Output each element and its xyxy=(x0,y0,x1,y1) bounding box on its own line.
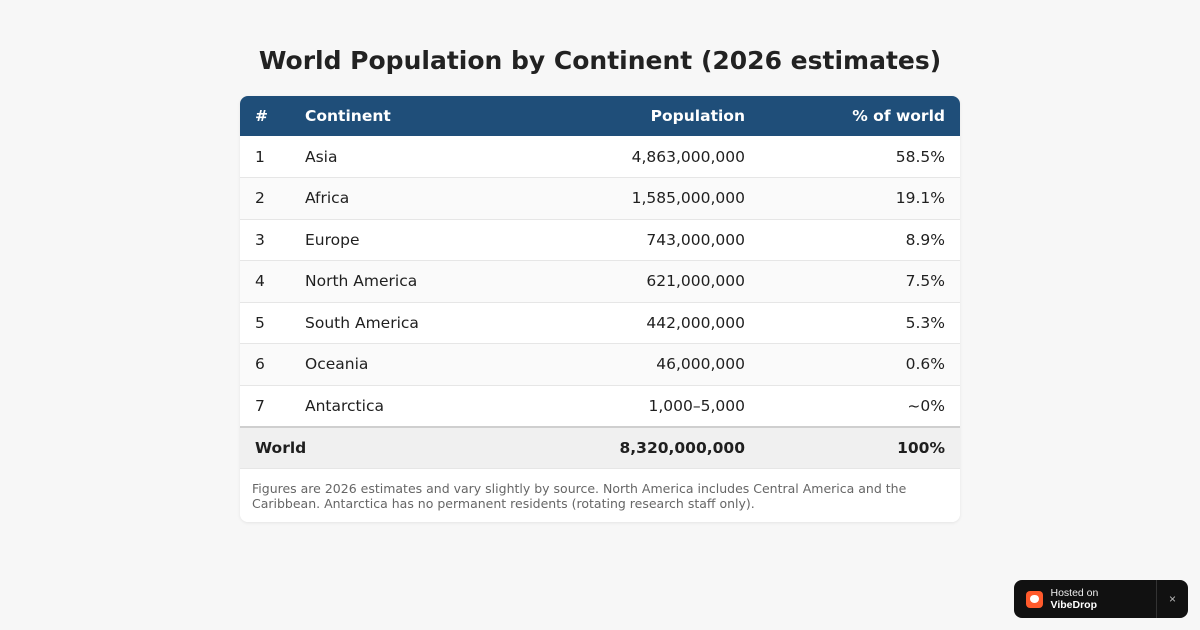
total-population: 8,320,000,000 xyxy=(555,425,760,469)
cell-percent: ~0% xyxy=(760,385,960,427)
page-title: World Population by Continent (2026 esti… xyxy=(258,46,942,75)
table-row: 2 Africa 1,585,000,000 19.1% xyxy=(240,177,960,220)
cell-continent: Europe xyxy=(305,219,555,261)
cell-population: 1,585,000,000 xyxy=(555,177,760,220)
cell-population: 743,000,000 xyxy=(555,219,760,261)
vibedrop-logo-icon xyxy=(1026,590,1043,608)
total-label: World xyxy=(240,425,555,469)
header-row: # Continent Population % of world xyxy=(240,96,960,136)
cell-rank: 2 xyxy=(240,177,305,220)
table-footer: World 8,320,000,000 100% xyxy=(240,425,960,469)
cell-continent: Asia xyxy=(305,136,555,178)
cell-percent: 58.5% xyxy=(760,136,960,178)
cell-rank: 4 xyxy=(240,260,305,303)
badge-prefix: Hosted on xyxy=(1050,587,1099,599)
table-row: 5 South America 442,000,000 5.3% xyxy=(240,302,960,344)
cell-continent: South America xyxy=(305,302,555,344)
header-rank: # xyxy=(255,107,268,125)
total-row: World 8,320,000,000 100% xyxy=(240,425,960,469)
cell-percent: 8.9% xyxy=(760,219,960,261)
cell-rank: 1 xyxy=(240,136,305,178)
table-footnote: Figures are 2026 estimates and vary slig… xyxy=(240,468,960,522)
cell-rank: 7 xyxy=(240,385,305,427)
population-table-card: # Continent Population % of world 1 Asia… xyxy=(240,96,960,522)
table-row: 1 Asia 4,863,000,000 58.5% xyxy=(240,136,960,178)
cell-continent: Africa xyxy=(305,177,555,220)
cell-rank: 5 xyxy=(240,302,305,344)
cell-percent: 19.1% xyxy=(760,177,960,220)
header-population: Population xyxy=(650,107,745,125)
population-table: # Continent Population % of world 1 Asia… xyxy=(240,96,960,469)
cell-population: 621,000,000 xyxy=(555,260,760,303)
cell-rank: 3 xyxy=(240,219,305,261)
header-percent: % of world xyxy=(852,107,945,125)
cell-population: 4,863,000,000 xyxy=(555,136,760,178)
cell-continent: Oceania xyxy=(305,343,555,386)
total-percent: 100% xyxy=(760,425,960,469)
hosted-on-badge[interactable]: Hosted on VibeDrop × xyxy=(1014,580,1188,618)
close-icon[interactable]: × xyxy=(1168,592,1176,606)
header-continent: Continent xyxy=(305,107,391,125)
badge-divider xyxy=(1155,580,1157,618)
table-row: 4 North America 621,000,000 7.5% xyxy=(240,260,960,303)
table-row: 7 Antarctica 1,000–5,000 ~0% xyxy=(240,385,960,427)
cell-population: 46,000,000 xyxy=(555,343,760,386)
table-row: 6 Oceania 46,000,000 0.6% xyxy=(240,343,960,386)
badge-text[interactable]: Hosted on VibeDrop xyxy=(1051,587,1145,611)
table-header: # Continent Population % of world xyxy=(240,96,960,136)
table-row: 3 Europe 743,000,000 8.9% xyxy=(240,219,960,261)
cell-percent: 7.5% xyxy=(760,260,960,303)
cell-continent: North America xyxy=(305,260,555,303)
cell-continent: Antarctica xyxy=(305,385,555,427)
cell-population: 442,000,000 xyxy=(555,302,760,344)
cell-rank: 6 xyxy=(240,343,305,386)
table-body: 1 Asia 4,863,000,000 58.5% 2 Africa 1,58… xyxy=(240,136,960,427)
cell-percent: 0.6% xyxy=(760,343,960,386)
badge-brand: VibeDrop xyxy=(1050,599,1097,611)
cell-percent: 5.3% xyxy=(760,302,960,344)
cell-population: 1,000–5,000 xyxy=(555,385,760,427)
